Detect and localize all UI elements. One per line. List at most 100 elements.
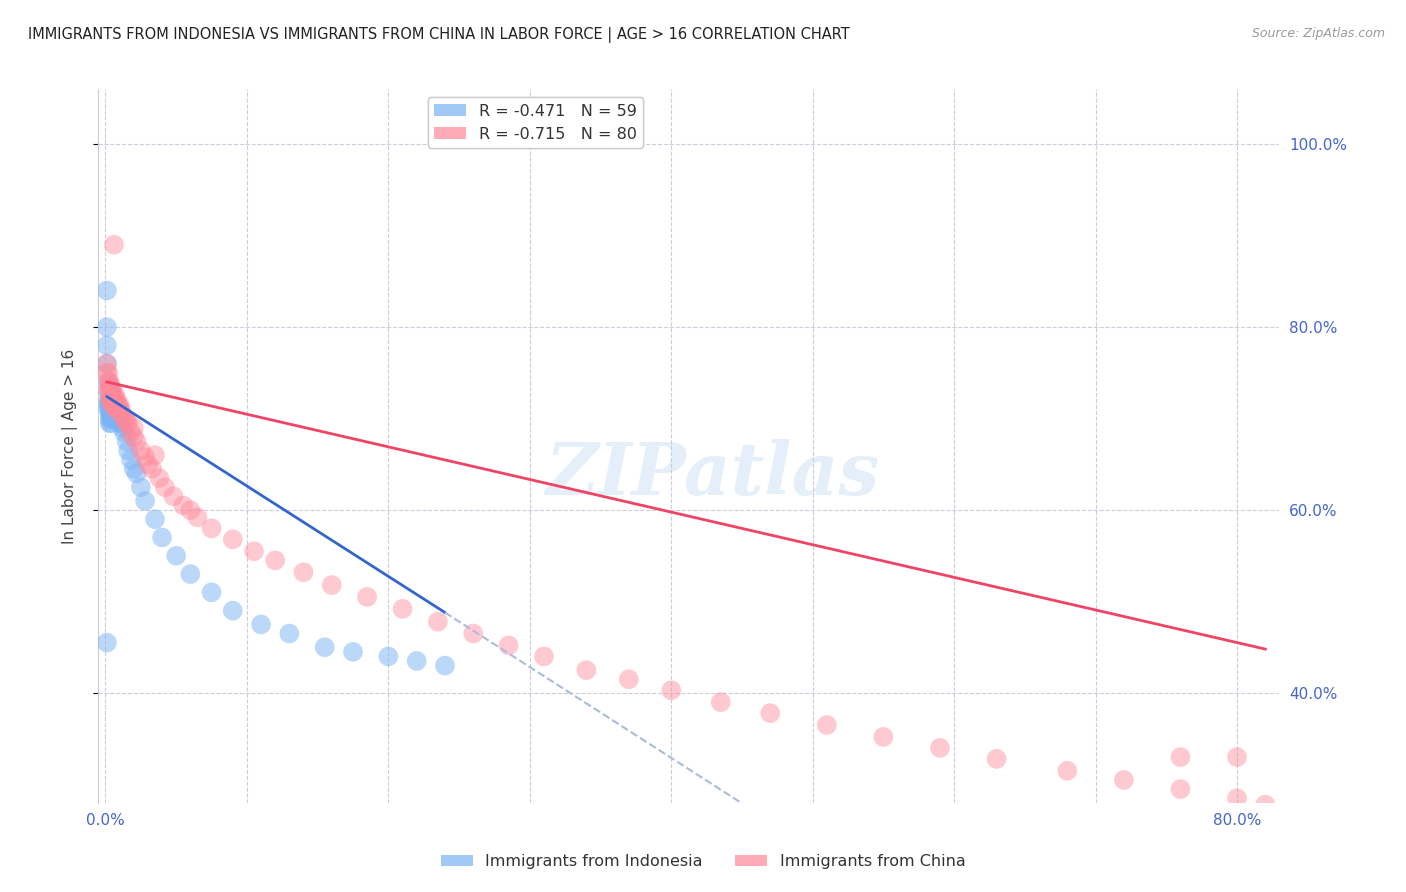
Point <box>97 384 120 398</box>
Point <box>96 357 118 371</box>
Point <box>100 393 122 408</box>
Point <box>759 706 782 720</box>
Point <box>1226 750 1249 764</box>
Point <box>122 462 145 476</box>
Point <box>314 640 336 655</box>
Point <box>186 510 208 524</box>
Point <box>112 411 135 425</box>
Point <box>153 480 176 494</box>
Point <box>96 636 118 650</box>
Point <box>150 531 173 545</box>
Point <box>104 402 127 417</box>
Point <box>321 578 343 592</box>
Point <box>97 375 120 389</box>
Point <box>179 503 201 517</box>
Point <box>98 411 121 425</box>
Point <box>122 430 145 444</box>
Point <box>162 489 184 503</box>
Point <box>243 544 266 558</box>
Point <box>405 654 427 668</box>
Point <box>104 398 127 412</box>
Point <box>98 398 121 412</box>
Point <box>97 375 120 389</box>
Point <box>107 402 129 417</box>
Point <box>103 398 125 412</box>
Point <box>97 398 120 412</box>
Point <box>426 615 449 629</box>
Point <box>342 645 364 659</box>
Point <box>1170 782 1192 797</box>
Point <box>105 393 128 408</box>
Point <box>96 320 118 334</box>
Point <box>98 379 121 393</box>
Point <box>100 384 122 398</box>
Point <box>103 402 125 417</box>
Point <box>101 393 124 408</box>
Point <box>222 604 245 618</box>
Point <box>148 471 170 485</box>
Point <box>815 718 838 732</box>
Point <box>463 626 485 640</box>
Point <box>872 730 894 744</box>
Point <box>101 389 124 403</box>
Point <box>104 411 127 425</box>
Legend: R = -0.471   N = 59, R = -0.715   N = 80: R = -0.471 N = 59, R = -0.715 N = 80 <box>427 97 643 148</box>
Point <box>98 375 121 389</box>
Point <box>129 443 152 458</box>
Point <box>1170 750 1192 764</box>
Point <box>100 416 122 430</box>
Point <box>103 393 125 408</box>
Point <box>1226 791 1249 805</box>
Point <box>96 338 118 352</box>
Point <box>377 649 399 664</box>
Point <box>101 384 124 398</box>
Point <box>1254 797 1277 812</box>
Point <box>1056 764 1078 778</box>
Point <box>98 393 121 408</box>
Point <box>114 411 136 425</box>
Point <box>107 411 129 425</box>
Point <box>659 683 682 698</box>
Point <box>575 663 598 677</box>
Point <box>101 407 124 421</box>
Point <box>98 384 121 398</box>
Point <box>141 462 163 476</box>
Point <box>108 402 131 417</box>
Point <box>117 416 139 430</box>
Point <box>111 407 134 421</box>
Point <box>122 420 145 434</box>
Point <box>100 393 122 408</box>
Point <box>498 639 520 653</box>
Point <box>617 673 640 687</box>
Point <box>108 411 131 425</box>
Point <box>391 602 413 616</box>
Point <box>200 521 222 535</box>
Point <box>103 398 125 412</box>
Point <box>117 443 139 458</box>
Point <box>264 553 287 567</box>
Point <box>179 567 201 582</box>
Point <box>1112 772 1135 787</box>
Point <box>103 407 125 421</box>
Point <box>110 416 132 430</box>
Point <box>101 398 124 412</box>
Point <box>433 658 456 673</box>
Point <box>97 402 120 417</box>
Point <box>100 402 122 417</box>
Point <box>103 237 125 252</box>
Point <box>710 695 733 709</box>
Point <box>986 752 1008 766</box>
Point <box>108 398 131 412</box>
Point <box>110 402 132 417</box>
Point <box>96 357 118 371</box>
Point <box>134 450 156 464</box>
Point <box>104 393 127 408</box>
Point <box>172 499 194 513</box>
Y-axis label: In Labor Force | Age > 16: In Labor Force | Age > 16 <box>62 349 77 543</box>
Point <box>100 411 122 425</box>
Point <box>125 434 148 449</box>
Point <box>165 549 187 563</box>
Point <box>103 389 125 403</box>
Point <box>104 402 127 417</box>
Point <box>120 425 142 440</box>
